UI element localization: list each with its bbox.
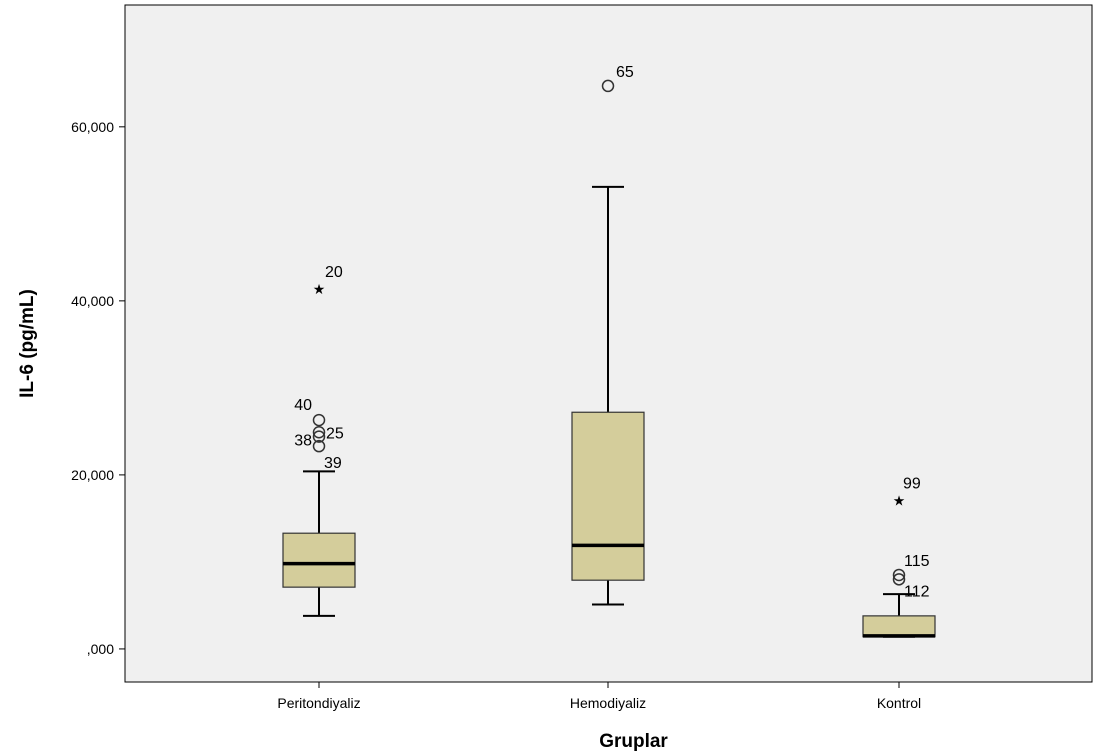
- outlier-point: [312, 413, 326, 427]
- extreme-outlier-star: ★: [313, 282, 326, 298]
- x-axis-title: Gruplar: [599, 731, 668, 752]
- iqr-box: [282, 532, 356, 588]
- y-tick-label: 20,000: [71, 467, 114, 483]
- outlier-label: 40: [294, 397, 312, 414]
- extreme-outlier-star: ★: [893, 494, 906, 510]
- outlier-point: [601, 79, 615, 93]
- outlier-label: 38: [294, 433, 312, 450]
- outlier-point: [892, 568, 906, 582]
- iqr-box: [571, 411, 645, 581]
- x-axis: Peritondiyaliz Hemodiyaliz Kontrol: [277, 682, 921, 711]
- x-tick-label: Peritondiyaliz: [277, 695, 360, 711]
- y-axis-title: IL-6 (pg/mL): [17, 289, 38, 398]
- outlier-point: [892, 573, 906, 586]
- outlier-label: 99: [903, 476, 921, 493]
- outlier-label: 20: [325, 264, 343, 281]
- iqr-box: [862, 615, 936, 638]
- outlier-label: 25: [326, 425, 344, 442]
- x-tick-label: Hemodiyaliz: [570, 695, 646, 711]
- y-tick-label: ,000: [87, 641, 114, 657]
- y-tick-label: 40,000: [71, 293, 114, 309]
- outlier-point: [312, 430, 326, 443]
- outlier-label: 115: [904, 553, 930, 570]
- box-peritondiyaliz: ★20 40 25 38 39: [282, 264, 356, 617]
- y-tick-label: 60,000: [71, 119, 114, 135]
- box-hemodiyaliz: 65: [571, 64, 645, 606]
- outlier-label: 39: [324, 455, 342, 472]
- x-tick-label: Kontrol: [877, 695, 921, 711]
- box-kontrol: ★99 115 112: [862, 476, 936, 638]
- outlier-point: [312, 426, 326, 439]
- outlier-label: 65: [616, 64, 634, 81]
- outlier-point: [312, 439, 326, 453]
- y-axis: ,000 20,000 40,000 60,000: [71, 119, 125, 657]
- outlier-label: 112: [904, 583, 930, 600]
